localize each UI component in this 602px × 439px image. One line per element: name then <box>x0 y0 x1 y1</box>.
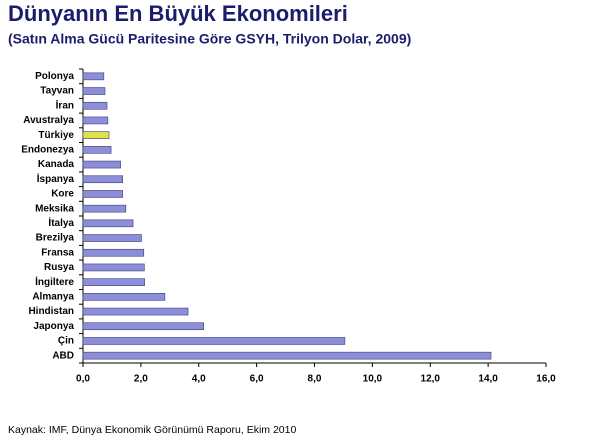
bar <box>82 263 145 272</box>
x-tick-label: 0,0 <box>76 374 90 385</box>
y-tick-label: Türkiye <box>38 130 74 141</box>
source-note: Kaynak: IMF, Dünya Ekonomik Görünümü Rap… <box>8 424 296 436</box>
y-tick-label: Japonya <box>33 321 74 332</box>
y-tick-label: İran <box>56 98 74 111</box>
y-tick-label: İngiltere <box>35 275 74 288</box>
x-tick-label: 10,0 <box>363 374 383 385</box>
x-tick-label: 14,0 <box>478 374 498 385</box>
y-tick-label: Polonya <box>35 71 74 82</box>
y-tick-label: İspanya <box>37 172 75 185</box>
y-tick-label: Fransa <box>41 247 74 258</box>
y-tick-label: Çin <box>58 336 74 347</box>
bar <box>82 219 134 228</box>
bar <box>82 101 108 110</box>
y-tick-label: Endonezya <box>21 144 74 155</box>
y-tick-label: ABD <box>52 350 74 361</box>
bar <box>82 322 204 331</box>
y-tick-label: Hindistan <box>28 306 74 317</box>
bar <box>82 234 142 242</box>
x-tick-label: 2,0 <box>134 374 148 385</box>
bar <box>82 248 145 257</box>
y-tick-label: Tayvan <box>40 86 74 97</box>
bar <box>82 307 189 316</box>
bar <box>82 131 110 139</box>
chart-title: Dünyanın En Büyük Ekonomileri <box>8 1 348 26</box>
y-tick-label: Meksika <box>35 203 74 214</box>
x-tick-label: 4,0 <box>192 374 206 385</box>
chart-subtitle: (Satın Alma Gücü Paritesine Göre GSYH, T… <box>8 31 411 47</box>
y-tick-label: Kanada <box>38 159 75 170</box>
bar <box>82 278 145 286</box>
y-tick-label: Rusya <box>44 262 74 273</box>
bar <box>82 160 121 169</box>
x-tick-label: 6,0 <box>250 374 264 385</box>
y-tick-label: Kore <box>51 189 74 200</box>
bar <box>82 72 105 81</box>
bar <box>82 204 127 213</box>
bar <box>82 337 346 345</box>
y-tick-label: Avustralya <box>23 115 74 126</box>
bar <box>82 146 112 154</box>
bar <box>82 351 492 360</box>
x-tick-label: 16,0 <box>536 374 556 385</box>
bar <box>82 190 123 198</box>
x-tick-label: 12,0 <box>421 374 441 385</box>
bar <box>82 175 123 184</box>
x-tick-label: 8,0 <box>308 374 322 385</box>
y-tick-label: Brezilya <box>36 233 75 244</box>
bar <box>82 116 109 125</box>
y-tick-label: Almanya <box>32 291 74 302</box>
y-tick-label: İtalya <box>48 216 74 229</box>
bar <box>82 293 166 301</box>
bar <box>82 87 106 95</box>
